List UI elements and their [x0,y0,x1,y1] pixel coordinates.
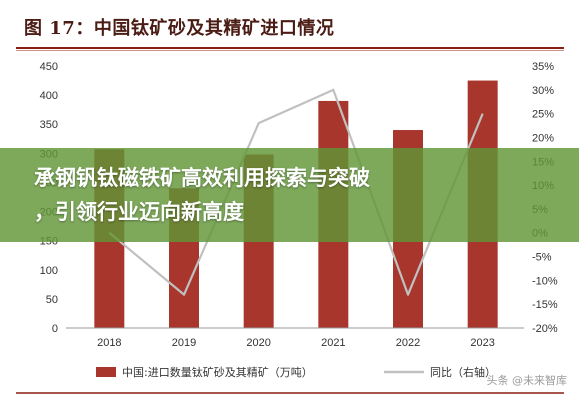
left-tick-label: 450 [40,61,58,73]
line-series [108,88,484,296]
legend-label-line: 同比（右轴） [430,365,496,379]
series-line [108,88,484,296]
right-tick-label: -10% [532,275,558,287]
right-tick-label: 35% [532,61,554,73]
headline-line-1: 承钢钒钛磁铁矿高效利用探索与突破 [34,166,370,190]
right-tick-label: 30% [532,85,554,97]
legend-swatch-bar [96,367,116,377]
x-tick-label: 2020 [246,337,270,349]
figure-title: 图 17：中国钛矿砂及其精矿进口情况 [24,18,335,39]
left-tick-label: 400 [40,90,58,102]
watermark: 头条 @未来智库 [486,374,568,387]
x-tick-label: 2022 [396,337,420,349]
x-tick-label: 2019 [172,337,196,349]
legend: 中国:进口数量钛矿砂及其精矿（万吨） 同比（右轴） [16,365,564,394]
legend-label-bar: 中国:进口数量钛矿砂及其精矿（万吨） [122,365,313,379]
left-tick-label: 100 [40,265,58,277]
x-tick-label: 2018 [97,337,121,349]
right-tick-label: -20% [532,323,558,335]
left-tick-label: 0 [52,323,58,335]
right-tick-label: 20% [532,132,554,144]
x-tick-label: 2021 [321,337,345,349]
headline-line-2: ，引领行业迈向新高度 [34,200,244,224]
right-tick-label: 25% [532,109,554,121]
title-rule [16,47,564,49]
left-tick-label: 350 [40,119,58,131]
x-axis-labels: 2018 2019 2020 2021 2022 2023 [97,337,495,349]
title-rule-thin [16,50,564,51]
right-tick-label: -5% [532,252,552,264]
x-tick-label: 2023 [470,337,494,349]
left-tick-label: 50 [46,294,58,306]
headline-banner: 承钢钒钛磁铁矿高效利用探索与突破 ，引领行业迈向新高度 [0,148,579,242]
right-tick-label: -15% [532,299,558,311]
